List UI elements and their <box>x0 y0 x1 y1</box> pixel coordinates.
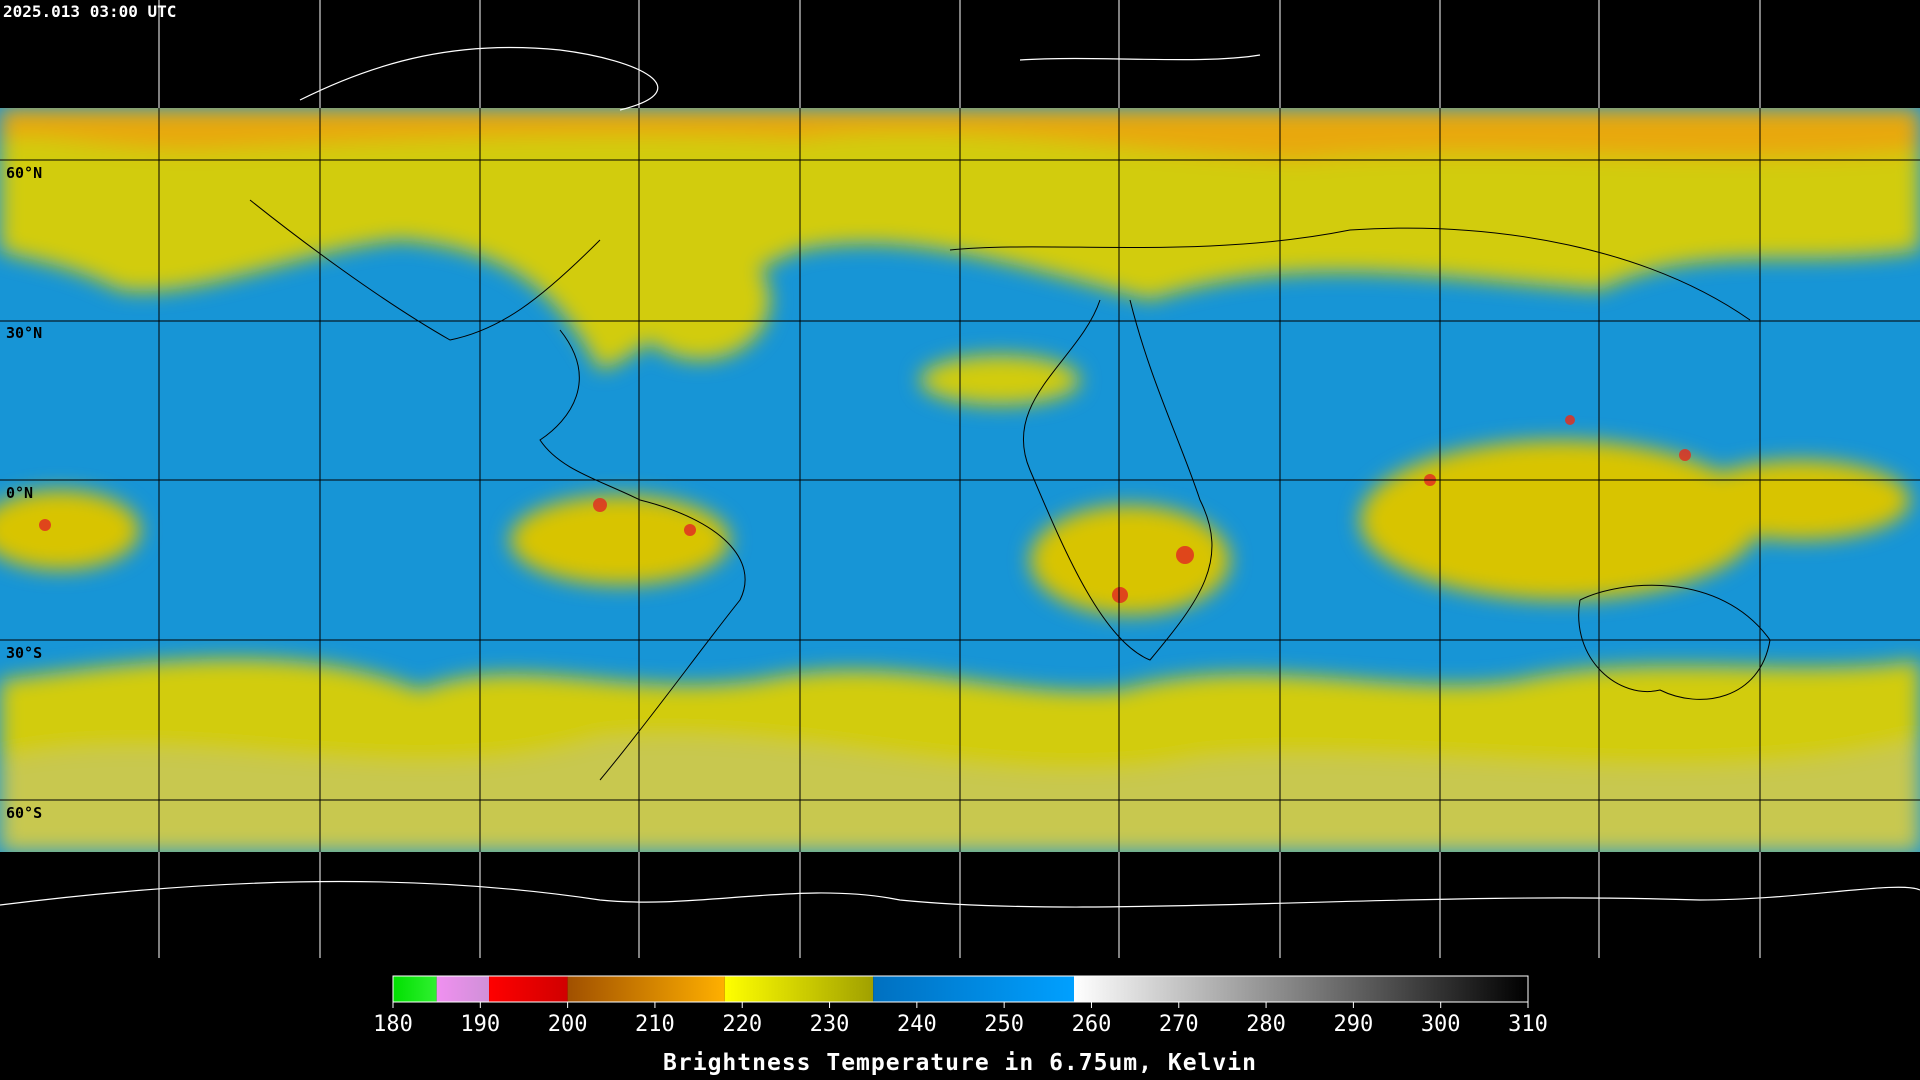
coastlines <box>249 199 1771 781</box>
latitude-label: 0°N <box>6 484 33 502</box>
colorbar-segment <box>567 976 725 1002</box>
colorbar-segment <box>393 976 437 1002</box>
colorbar-segment <box>489 976 568 1002</box>
colorbar-tick-label: 250 <box>984 1012 1024 1037</box>
colorbar-title: Brightness Temperature in 6.75um, Kelvin <box>663 1050 1257 1076</box>
latitude-label: 30°N <box>6 324 42 342</box>
colorbar-tick-label: 220 <box>722 1012 762 1037</box>
colorbar-tick-label: 290 <box>1334 1012 1374 1037</box>
colorbar-tick-label: 240 <box>897 1012 937 1037</box>
colorbar-tick-label: 210 <box>635 1012 675 1037</box>
colorbar-tick-label: 190 <box>460 1012 500 1037</box>
colorbar-tick-label: 180 <box>373 1012 413 1037</box>
latitude-label: 30°S <box>6 644 42 662</box>
latitude-label: 60°N <box>6 164 42 182</box>
colorbar-tick-label: 270 <box>1159 1012 1199 1037</box>
polar-coastlines <box>0 46 1920 908</box>
timestamp: 2025.013 03:00 UTC <box>3 2 176 21</box>
colorbar: 180 190 200 210 220 230 240 250 260 270 280 290 300 3… <box>373 975 1548 1037</box>
colorbar-tick-label: 200 <box>548 1012 588 1037</box>
colorbar-segment <box>873 976 1074 1002</box>
colorbar-segment <box>436 976 490 1002</box>
colorbar-tick-label: 230 <box>810 1012 850 1037</box>
colorbar-tick-label: 310 <box>1508 1012 1548 1037</box>
colorbar-segment <box>724 976 874 1002</box>
colorbar-tick-label: 280 <box>1246 1012 1286 1037</box>
graticule <box>0 0 1920 958</box>
latitude-label: 60°S <box>6 804 42 822</box>
colorbar-tick-label: 300 <box>1421 1012 1461 1037</box>
colorbar-frame <box>392 975 1529 1003</box>
colorbar-tick-label: 260 <box>1072 1012 1112 1037</box>
colorbar-segment <box>1074 976 1528 1002</box>
